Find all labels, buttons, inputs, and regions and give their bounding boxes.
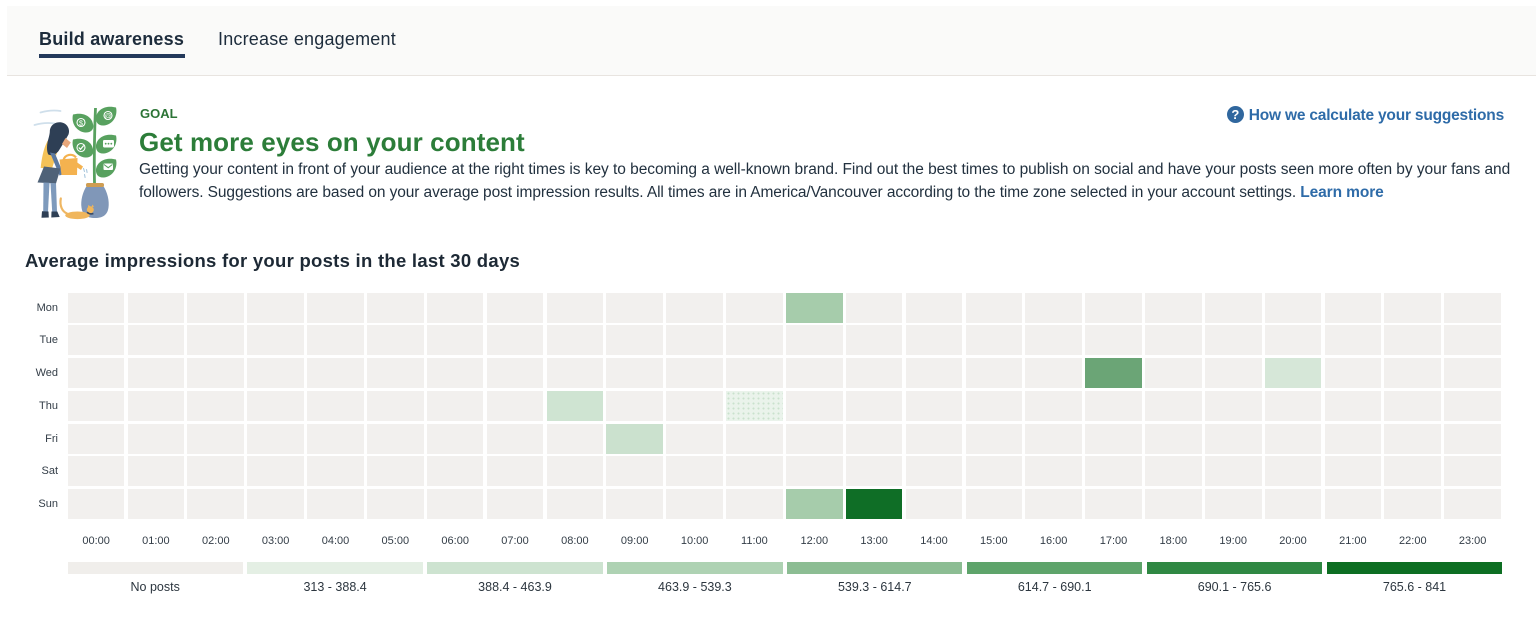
- svg-text:@: @: [104, 113, 111, 120]
- svg-text:$: $: [79, 120, 83, 127]
